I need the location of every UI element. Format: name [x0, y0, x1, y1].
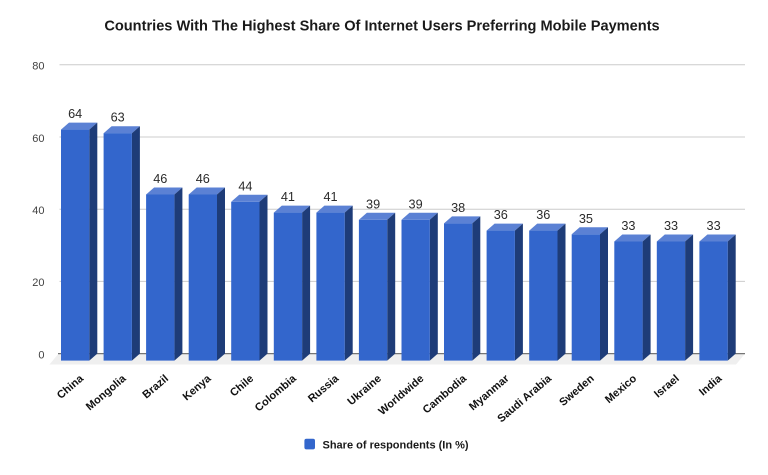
- svg-text:Share of respondents (In %): Share of respondents (In %): [323, 440, 469, 452]
- svg-text:36: 36: [494, 208, 508, 222]
- svg-text:36: 36: [536, 208, 550, 222]
- svg-text:38: 38: [451, 201, 465, 215]
- svg-text:33: 33: [707, 219, 721, 233]
- svg-text:46: 46: [153, 172, 167, 186]
- svg-text:20: 20: [32, 277, 44, 289]
- svg-text:0: 0: [38, 349, 44, 361]
- svg-text:41: 41: [281, 190, 295, 204]
- svg-text:39: 39: [366, 197, 380, 211]
- svg-text:40: 40: [32, 205, 44, 217]
- svg-text:35: 35: [579, 212, 593, 226]
- svg-text:63: 63: [111, 111, 125, 125]
- svg-text:64: 64: [68, 107, 82, 121]
- svg-text:Countries With The Highest Sha: Countries With The Highest Share Of Inte…: [104, 19, 659, 35]
- svg-text:33: 33: [664, 219, 678, 233]
- svg-text:44: 44: [238, 179, 252, 193]
- svg-text:46: 46: [196, 172, 210, 186]
- svg-text:41: 41: [323, 190, 337, 204]
- svg-text:39: 39: [409, 197, 423, 211]
- svg-text:60: 60: [32, 133, 44, 145]
- svg-text:33: 33: [621, 219, 635, 233]
- svg-text:80: 80: [32, 61, 44, 73]
